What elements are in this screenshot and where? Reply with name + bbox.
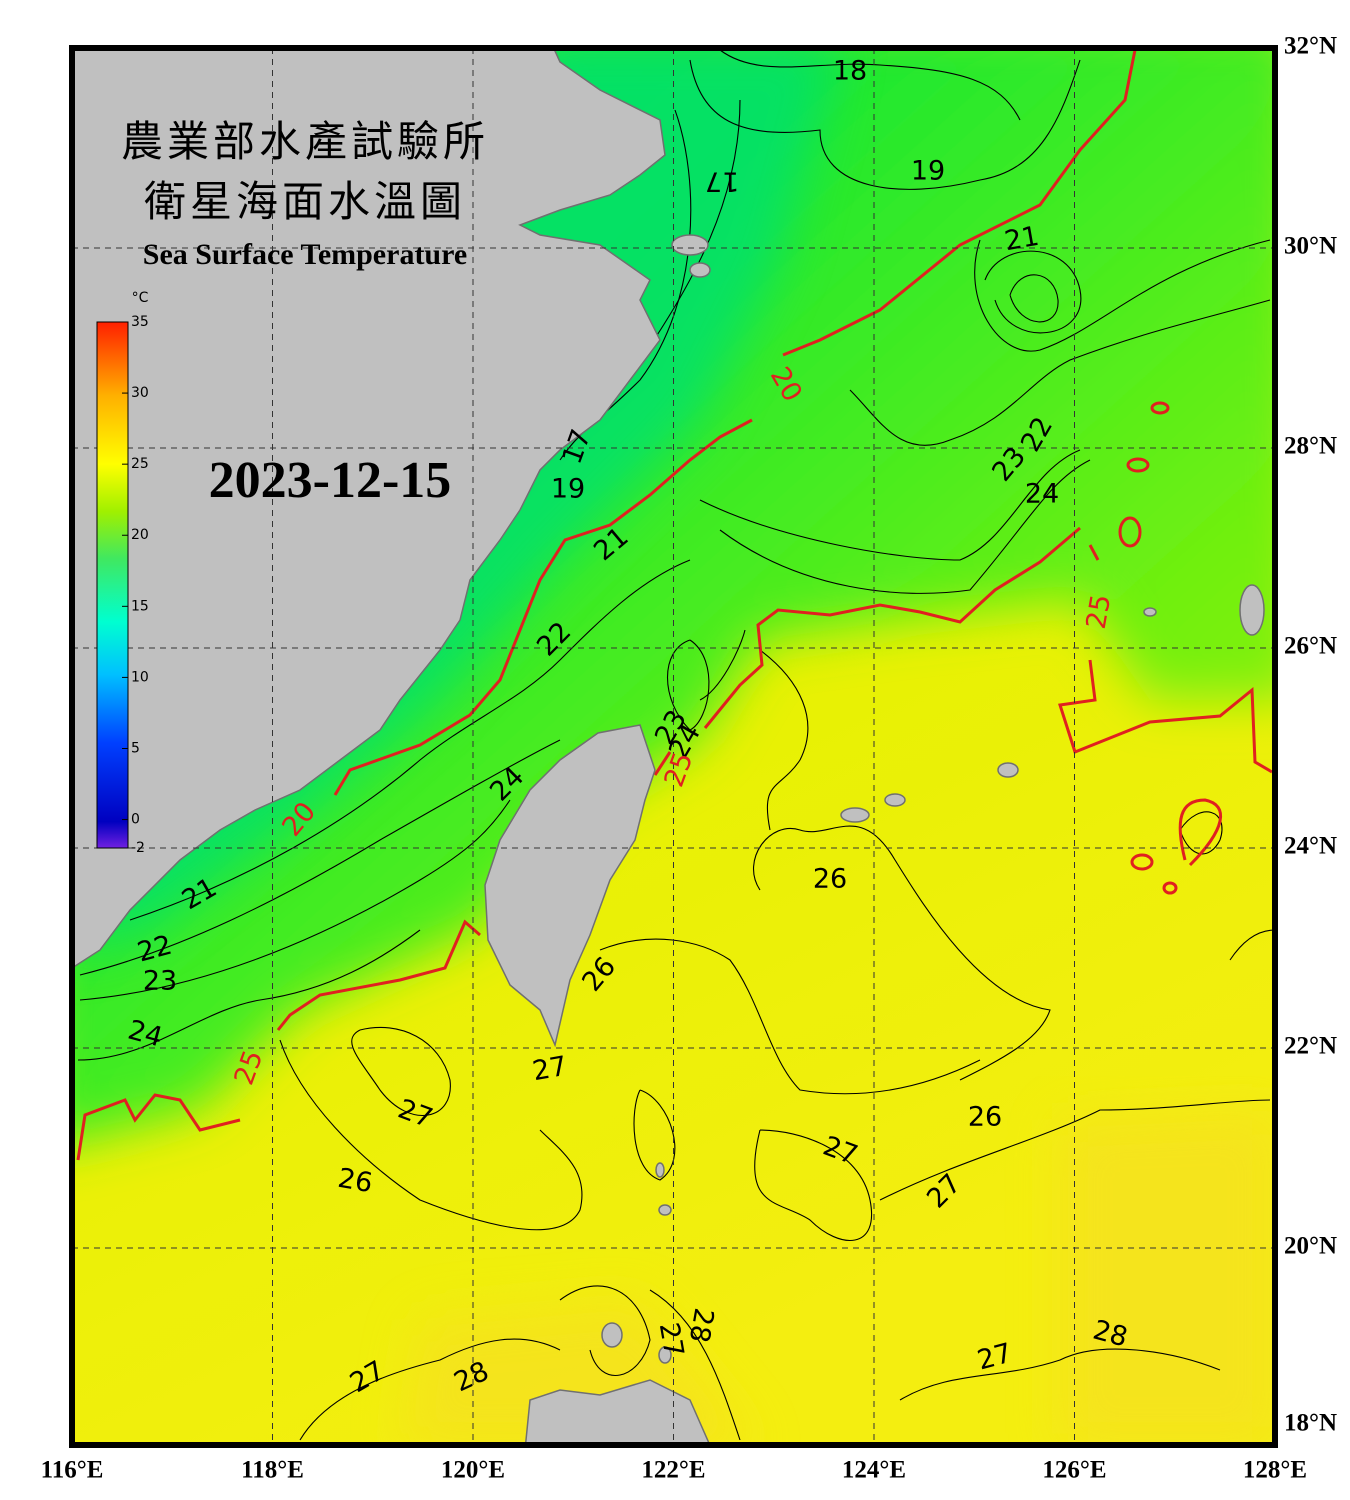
land	[72, 48, 1265, 1445]
lat-label: 30°N	[1284, 233, 1337, 260]
colorbar-tick-label: 5	[131, 740, 140, 756]
lat-label: 28°N	[1284, 433, 1337, 460]
lon-label: 116°E	[41, 1457, 104, 1484]
colorbar-tick-label: -2	[131, 840, 145, 856]
date: 2023-12-15	[209, 452, 452, 509]
isotherm-label: 26	[813, 864, 847, 895]
map-area	[72, 48, 1275, 1445]
lon-label: 122°E	[641, 1457, 705, 1484]
title-en: Sea Surface Temperature	[143, 238, 467, 271]
lat-label: 18°N	[1284, 1410, 1337, 1437]
frame	[69, 45, 1278, 1448]
isotherm-label: 27	[530, 1051, 569, 1087]
isotherm-label: 19	[551, 474, 585, 505]
lon-label: 120°E	[441, 1457, 505, 1484]
isotherm-label: 26	[968, 1102, 1002, 1133]
colorbar-tick-label: 25	[131, 456, 149, 472]
key-isotherm-label: 25	[1081, 592, 1117, 631]
mainland	[72, 48, 666, 969]
colorbar-scale	[96, 321, 129, 849]
lat-label: 24°N	[1284, 833, 1337, 860]
lat-label: 26°N	[1284, 633, 1337, 660]
lat-label: 32°N	[1284, 33, 1337, 60]
axis-labels: 116°E 118°E 120°E 122°E 124°E 126°E 128°E 32°N 3…	[41, 33, 1337, 1484]
colorbar-tick-label: 20	[131, 527, 149, 543]
title-zh: 農業部水產試驗所	[121, 117, 489, 166]
isotherm-label: 26	[336, 1163, 375, 1199]
lat-label: 20°N	[1284, 1233, 1337, 1260]
isotherm-label: 18	[833, 56, 867, 87]
isotherm-label: 19	[911, 156, 945, 187]
isotherm-label: 21	[1002, 221, 1041, 257]
taiwan	[484, 724, 656, 1048]
isotherm-label: 23	[143, 966, 177, 997]
warm-water	[400, 1110, 1275, 1445]
isotherms	[77, 49, 1275, 1441]
lon-label: 124°E	[842, 1457, 906, 1484]
isotherm-label: 28	[683, 1306, 719, 1345]
colorbar-tick-label: 15	[131, 598, 149, 614]
lon-label: 126°E	[1042, 1457, 1106, 1484]
colorbar-unit: °C	[132, 290, 149, 306]
colorbar-tick-label: 0	[131, 812, 140, 828]
isotherm-label: 27	[653, 1320, 689, 1359]
colorbar-tick-label: 10	[131, 669, 149, 685]
lat-label: 22°N	[1284, 1033, 1337, 1060]
isotherm-label: 17	[705, 166, 739, 197]
subtitle-zh: 衛星海面水溫圖	[144, 177, 466, 226]
colorbar-tick-label: 30	[131, 385, 149, 401]
colorbar: 35 30 25 20 15 10 5 0 -2	[96, 314, 149, 856]
lon-label: 128°E	[1243, 1457, 1307, 1484]
graticule	[72, 48, 1275, 1445]
key-isotherms	[76, 49, 1273, 1161]
colorbar-tick-label: 35	[131, 314, 149, 330]
isotherm-label: 24	[1025, 479, 1059, 510]
luzon	[524, 1379, 711, 1445]
lon-label: 118°E	[241, 1457, 304, 1484]
